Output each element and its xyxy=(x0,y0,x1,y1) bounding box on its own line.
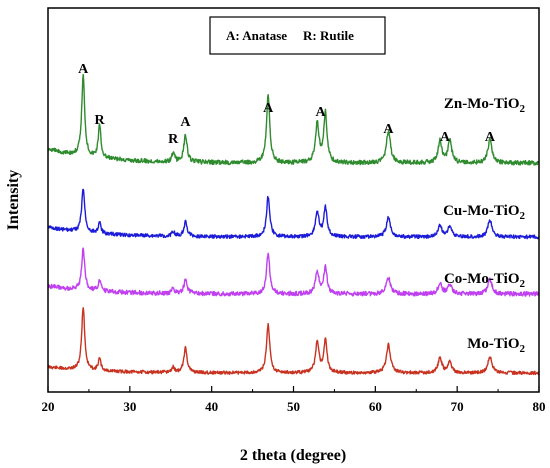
legend-anatase: A: Anatase xyxy=(226,28,287,43)
legend: A: Anatase R: Rutile xyxy=(209,16,386,55)
peak-label: A xyxy=(485,130,496,145)
x-tick-label: 40 xyxy=(205,399,218,414)
peak-label: A xyxy=(383,122,394,137)
peak-label: R xyxy=(168,132,179,147)
x-tick-label: 20 xyxy=(42,399,55,414)
series-label-subscript: 2 xyxy=(520,343,526,355)
series-layer xyxy=(47,73,540,376)
series-line xyxy=(47,188,540,240)
x-axis: 20 30 40 50 60 70 80 xyxy=(42,386,546,414)
series-line xyxy=(47,247,540,297)
plot-frame xyxy=(47,7,540,393)
series-label-main: Mo-TiO xyxy=(467,336,519,352)
y-axis-title: Intensity xyxy=(5,170,22,230)
peak-label: R xyxy=(94,113,105,128)
series-label-subscript: 2 xyxy=(520,278,526,290)
series-label-main: Cu-Mo-TiO xyxy=(443,203,519,219)
legend-rutile: R: Rutile xyxy=(303,28,354,43)
x-tick-label: 60 xyxy=(369,399,382,414)
series-label-main: Co-Mo-TiO xyxy=(444,271,520,287)
legend-box xyxy=(209,16,386,55)
x-tick-label: 30 xyxy=(123,399,136,414)
peak-label: A xyxy=(440,130,451,145)
series-label: Mo-TiO2 xyxy=(467,336,525,355)
x-axis-title: 2 theta (degree) xyxy=(240,447,346,464)
x-tick-label: 50 xyxy=(287,399,300,414)
peak-label: A xyxy=(180,115,191,130)
x-tick-label: 70 xyxy=(451,399,464,414)
series-label-main: Zn-Mo-TiO xyxy=(444,96,520,112)
series-line xyxy=(47,307,540,376)
series-label-subscript: 2 xyxy=(520,210,526,222)
series-label: Co-Mo-TiO2 xyxy=(444,271,526,290)
series-label-subscript: 2 xyxy=(520,103,526,115)
peak-label: A xyxy=(78,62,89,77)
series-label: Zn-Mo-TiO2 xyxy=(444,96,526,115)
series-label: Cu-Mo-TiO2 xyxy=(443,203,525,222)
series-line xyxy=(47,73,540,166)
x-tick-label: 80 xyxy=(533,399,546,414)
peak-label: A xyxy=(263,101,274,116)
peak-label: A xyxy=(315,105,326,120)
